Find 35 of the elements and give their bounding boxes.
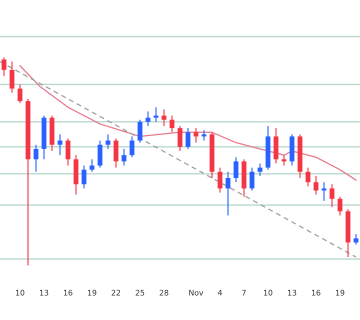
- candlestick: [2, 56, 6, 77]
- candlestick: [194, 128, 198, 144]
- candlestick: [282, 154, 286, 166]
- candlestick: [170, 115, 174, 133]
- candlestick: [162, 108, 166, 127]
- candlestick: [306, 167, 310, 187]
- candlestick: [338, 196, 342, 216]
- candlestick: [138, 119, 142, 144]
- candlestick: [322, 182, 326, 202]
- candlestick: [114, 138, 118, 168]
- candlestick: [218, 167, 222, 194]
- candlestick: [58, 134, 62, 156]
- candlestick: [330, 184, 334, 208]
- candlestick: [234, 156, 238, 183]
- candlestick: [202, 130, 206, 142]
- candlestick: [10, 61, 14, 94]
- candlestick: [90, 158, 94, 172]
- candlestick: [146, 110, 150, 127]
- candlestick: [154, 106, 158, 122]
- candlestick: [130, 136, 134, 158]
- candlestick: [106, 134, 110, 150]
- candlestick: [274, 128, 278, 164]
- candlestick: [122, 148, 126, 166]
- candlestick: [226, 171, 230, 216]
- candlestick: [18, 84, 22, 104]
- candlestick: [34, 144, 38, 172]
- candlestick: [258, 162, 262, 176]
- candlestick: [98, 140, 102, 168]
- candlestick: [354, 234, 358, 246]
- candlestick: [250, 167, 254, 192]
- candlestick: [314, 175, 318, 196]
- candlestick: [82, 164, 86, 189]
- candlestick: [66, 138, 70, 166]
- candlestick: [186, 128, 190, 150]
- candlestick: [178, 125, 182, 152]
